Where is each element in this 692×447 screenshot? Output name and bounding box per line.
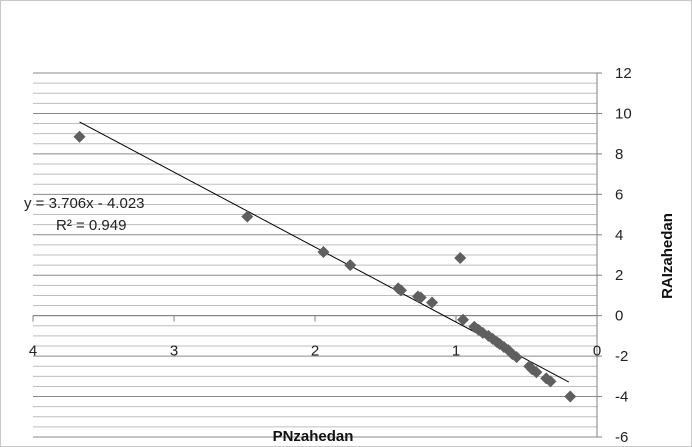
y-tick-label: -6 xyxy=(615,429,628,446)
y-tick-label: -2 xyxy=(615,348,628,365)
data-point xyxy=(457,313,470,326)
y-tick-label: 0 xyxy=(615,308,623,325)
axes xyxy=(32,72,602,438)
data-point xyxy=(510,351,523,364)
data-point xyxy=(344,259,357,272)
data-point xyxy=(530,366,543,379)
x-tick-label: 0 xyxy=(593,343,601,360)
data-point xyxy=(73,130,86,143)
trendline-r2: R² = 0.949 xyxy=(56,217,126,234)
y-tick-label: 6 xyxy=(615,186,623,203)
x-axis-title: PNzahedan xyxy=(273,428,354,445)
y-tick-label: 8 xyxy=(615,146,623,163)
data-point xyxy=(426,296,439,309)
x-tick-label: 4 xyxy=(29,343,37,360)
y-tick-label: 2 xyxy=(615,267,623,284)
data-point xyxy=(241,210,254,223)
data-point xyxy=(544,375,557,388)
data-point xyxy=(395,284,408,297)
trendline-equation: y = 3.706x - 4.023 xyxy=(24,195,145,212)
data-points xyxy=(73,130,577,403)
y-tick-label: 12 xyxy=(615,65,632,82)
y-tick-label: -4 xyxy=(615,389,628,406)
y-tick-label: 4 xyxy=(615,227,623,244)
data-point xyxy=(454,252,467,265)
x-tick-label: 3 xyxy=(170,343,178,360)
y-tick-label: 10 xyxy=(615,105,632,122)
data-point xyxy=(317,245,330,258)
data-point xyxy=(414,291,427,304)
x-tick-label: 1 xyxy=(452,343,460,360)
data-point xyxy=(564,390,577,403)
x-tick-label: 2 xyxy=(311,343,319,360)
y-axis-title: RAIzahedan xyxy=(659,213,676,299)
gridlines xyxy=(33,72,597,438)
